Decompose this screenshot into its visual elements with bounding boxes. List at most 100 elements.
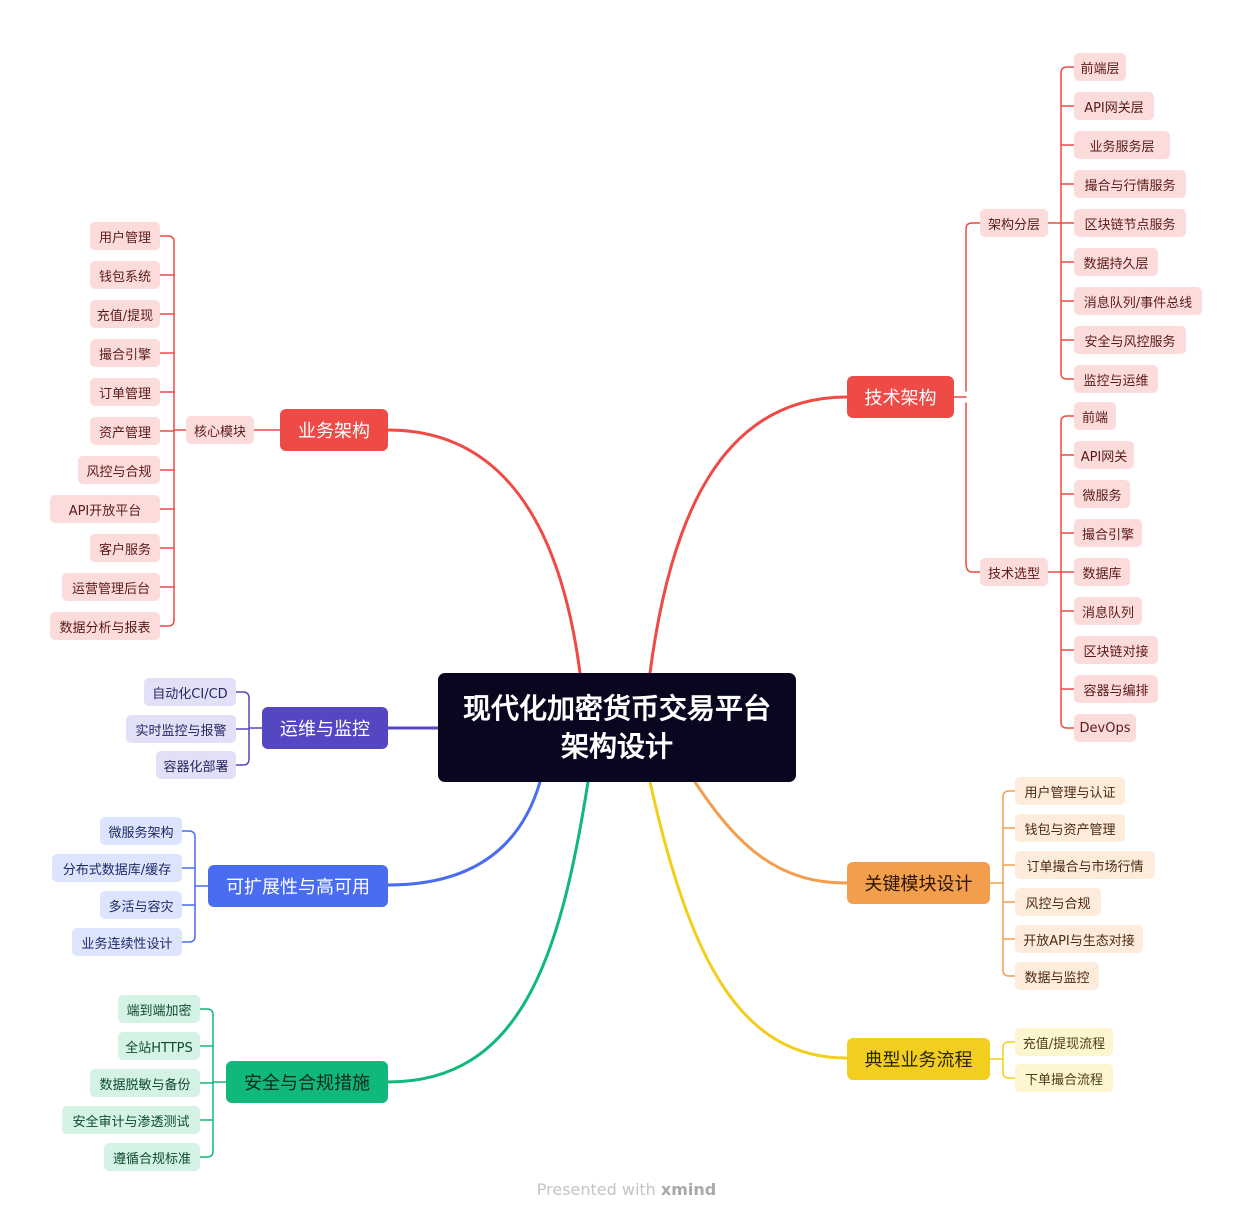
leaf-security[interactable]: 端到端加密 <box>118 995 200 1023</box>
leaf-workflow-label: 充值/提现流程 <box>1022 1036 1106 1052</box>
leaf-architecture-layer-label: API网关层 <box>1084 100 1144 116</box>
branch-business-architecture-label: 业务架构 <box>298 421 370 442</box>
central-topic[interactable]: 现代化加密货币交易平台架构设计 <box>438 673 796 782</box>
leaf-ops[interactable]: 容器化部署 <box>156 751 236 779</box>
connector-line <box>386 428 582 675</box>
topic-core-modules[interactable]: 核心模块 <box>186 416 254 444</box>
leaf-core-module[interactable]: 资产管理 <box>90 417 160 445</box>
watermark-prefix: Presented with <box>536 1180 656 1199</box>
topic-architecture-layers[interactable]: 架构分层 <box>980 209 1048 237</box>
leaf-workflow-label: 下单撮合流程 <box>1024 1072 1103 1088</box>
leaf-core-module[interactable]: 订单管理 <box>90 378 160 406</box>
leaf-architecture-layer[interactable]: 消息队列/事件总线 <box>1074 287 1202 315</box>
leaf-tech-selection[interactable]: DevOps <box>1074 714 1136 742</box>
connector-line <box>1002 1041 1016 1049</box>
branch-tech-architecture-label: 技术架构 <box>864 388 937 409</box>
leaf-workflow[interactable]: 充值/提现流程 <box>1015 1028 1113 1056</box>
leaf-core-module[interactable]: 用户管理 <box>90 222 160 250</box>
branch-scalability-ha[interactable]: 可扩展性与高可用 <box>208 865 388 907</box>
leaf-key-module[interactable]: 数据与监控 <box>1015 962 1099 990</box>
leaf-security-label: 全站HTTPS <box>125 1040 193 1056</box>
leaf-tech-selection-label: 消息队列 <box>1081 605 1134 621</box>
leaf-core-module[interactable]: 运营管理后台 <box>62 573 160 601</box>
connector-line <box>1002 1071 1016 1079</box>
branch-typical-workflows[interactable]: 典型业务流程 <box>847 1038 990 1080</box>
leaf-key-module[interactable]: 风控与合规 <box>1015 888 1101 916</box>
leaf-ops[interactable]: 实时监控与报警 <box>126 715 236 743</box>
leaf-core-module[interactable]: 钱包系统 <box>90 261 160 289</box>
leaf-core-module-label: 钱包系统 <box>98 269 151 285</box>
leaf-core-module-label: 撮合引擎 <box>98 347 151 363</box>
leaf-core-module[interactable]: 客户服务 <box>90 534 160 562</box>
connector-line <box>1002 790 1016 798</box>
connector-line <box>965 222 981 392</box>
leaf-security[interactable]: 数据脱敏与备份 <box>90 1069 200 1097</box>
leaf-security[interactable]: 遵循合规标准 <box>104 1143 200 1171</box>
leaf-tech-selection-label: 撮合引擎 <box>1081 527 1134 543</box>
leaf-architecture-layer[interactable]: 区块链节点服务 <box>1074 209 1186 237</box>
topic-core-modules-label: 核心模块 <box>193 424 246 440</box>
leaf-architecture-layer-label: 前端层 <box>1080 61 1120 77</box>
leaf-ops[interactable]: 自动化CI/CD <box>144 678 236 706</box>
leaf-tech-selection-label: 数据库 <box>1082 566 1122 582</box>
leaf-architecture-layer[interactable]: 业务服务层 <box>1074 131 1170 159</box>
leaf-core-module-label: 资产管理 <box>98 425 151 441</box>
leaf-security[interactable]: 全站HTTPS <box>118 1032 200 1060</box>
leaf-architecture-layer[interactable]: 前端层 <box>1074 53 1126 81</box>
leaf-scalability[interactable]: 微服务架构 <box>100 817 182 845</box>
leaf-tech-selection-label: 微服务 <box>1082 488 1122 504</box>
connector-line <box>181 830 196 838</box>
branch-security-compliance[interactable]: 安全与合规措施 <box>226 1061 388 1103</box>
leaf-scalability[interactable]: 分布式数据库/缓存 <box>52 854 182 882</box>
leaf-key-module[interactable]: 钱包与资产管理 <box>1015 814 1125 842</box>
leaf-tech-selection[interactable]: 前端 <box>1074 402 1116 430</box>
leaf-core-module[interactable]: 数据分析与报表 <box>50 612 160 640</box>
leaf-tech-selection[interactable]: 撮合引擎 <box>1074 519 1142 547</box>
leaf-security-label: 遵循合规标准 <box>112 1151 191 1167</box>
leaf-core-module-label: 用户管理 <box>98 230 151 246</box>
leaf-tech-selection[interactable]: 微服务 <box>1074 480 1130 508</box>
leaf-key-module[interactable]: 订单撮合与市场行情 <box>1015 851 1155 879</box>
leaf-scalability[interactable]: 多活与容灾 <box>100 891 182 919</box>
topic-tech-selection[interactable]: 技术选型 <box>980 558 1048 586</box>
leaf-security[interactable]: 安全审计与渗透测试 <box>62 1106 200 1134</box>
leaf-architecture-layer[interactable]: 撮合与行情服务 <box>1074 170 1186 198</box>
leaf-core-module-label: 订单管理 <box>98 386 151 402</box>
leaf-core-module[interactable]: 风控与合规 <box>78 456 160 484</box>
branch-tech-architecture[interactable]: 技术架构 <box>847 376 954 418</box>
leaf-security-label: 安全审计与渗透测试 <box>72 1114 190 1130</box>
leaf-core-module[interactable]: 充值/提现 <box>90 300 160 328</box>
leaf-key-module[interactable]: 开放API与生态对接 <box>1015 925 1143 953</box>
leaf-architecture-layer-label: 监控与运维 <box>1083 373 1149 389</box>
leaf-core-module[interactable]: API开放平台 <box>50 495 160 523</box>
leaf-core-module-label: 客户服务 <box>98 542 151 558</box>
leaf-workflow[interactable]: 下单撮合流程 <box>1015 1064 1113 1092</box>
leaf-architecture-layer[interactable]: 安全与风控服务 <box>1074 326 1186 354</box>
leaf-core-module[interactable]: 撮合引擎 <box>90 339 160 367</box>
leaf-key-module-label: 风控与合规 <box>1025 896 1091 912</box>
connector-line <box>181 935 196 943</box>
leaf-core-module-label: API开放平台 <box>68 503 142 519</box>
leaf-tech-selection[interactable]: 消息队列 <box>1074 597 1142 625</box>
leaf-scalability[interactable]: 业务连续性设计 <box>72 928 182 956</box>
leaf-key-module-label: 订单撮合与市场行情 <box>1026 859 1144 875</box>
leaf-tech-selection[interactable]: 区块链对接 <box>1074 636 1158 664</box>
branch-ops-monitoring[interactable]: 运维与监控 <box>262 707 388 749</box>
leaf-security-label: 数据脱敏与备份 <box>99 1077 191 1093</box>
leaf-tech-selection-label: 容器与编排 <box>1083 683 1149 699</box>
leaf-tech-selection[interactable]: 数据库 <box>1074 558 1130 586</box>
connector-line <box>693 780 849 885</box>
leaf-architecture-layer[interactable]: 数据持久层 <box>1074 248 1158 276</box>
leaf-tech-selection-label: DevOps <box>1079 720 1131 736</box>
leaf-architecture-layer[interactable]: 监控与运维 <box>1074 365 1158 393</box>
branch-key-module-design[interactable]: 关键模块设计 <box>847 862 990 904</box>
connector-line <box>1060 372 1075 380</box>
leaf-key-module[interactable]: 用户管理与认证 <box>1015 777 1125 805</box>
leaf-tech-selection[interactable]: 容器与编排 <box>1074 675 1158 703</box>
leaf-architecture-layer[interactable]: API网关层 <box>1074 92 1154 120</box>
leaf-core-module-label: 风控与合规 <box>86 464 152 480</box>
leaf-architecture-layer-label: 安全与风控服务 <box>1084 334 1176 350</box>
branch-business-architecture[interactable]: 业务架构 <box>280 409 388 451</box>
leaf-tech-selection[interactable]: API网关 <box>1074 441 1134 469</box>
